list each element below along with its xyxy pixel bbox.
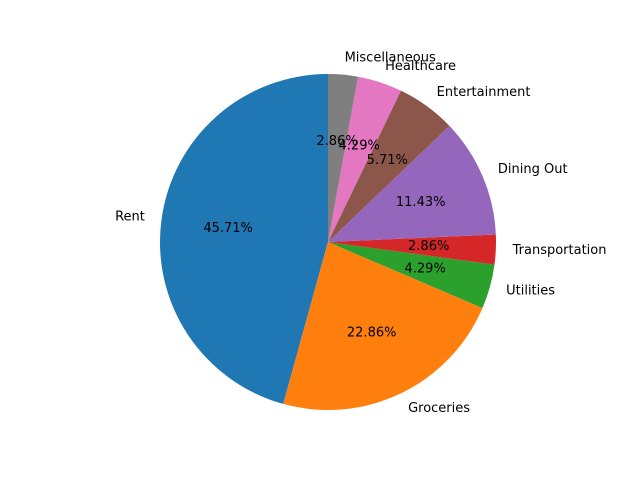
- pie-category-label-groceries: Groceries: [408, 401, 470, 416]
- pie-category-label-rent: Rent: [115, 210, 145, 225]
- pie-category-label-healthcare: Healthcare: [385, 59, 456, 74]
- pie-slice-miscellaneous: [328, 74, 359, 242]
- pie-category-label-entertainment: Entertainment: [437, 85, 531, 100]
- pie-pct-label-dining-out: 11.43%: [396, 195, 446, 210]
- pie-pct-label-groceries: 22.86%: [347, 325, 397, 340]
- pie-slice-transportation: [328, 234, 497, 265]
- pie-slice-entertainment: [328, 90, 450, 242]
- pie-labels: 45.71% Rent 22.86% Groceries 4.29% Utilities 2…: [115, 50, 606, 416]
- pie-slices: [159, 74, 497, 411]
- pie-slice-rent: [159, 74, 328, 404]
- pie-category-label-miscellaneous: Miscellaneous: [345, 50, 436, 65]
- pie-category-label-utilities: Utilities: [506, 284, 555, 299]
- pie-slice-utilities: [328, 242, 495, 309]
- pie-pct-label-miscellaneous: 2.86%: [316, 134, 357, 149]
- pie-pct-label-entertainment: 5.71%: [367, 153, 408, 168]
- pie-pct-label-transportation: 2.86%: [408, 239, 449, 254]
- pie-slice-groceries: [283, 242, 483, 411]
- pie-category-label-dining-out: Dining Out: [498, 162, 568, 177]
- pie-slice-dining-out: [328, 125, 496, 242]
- pie-pct-label-utilities: 4.29%: [405, 261, 446, 276]
- pie-slice-healthcare: [328, 76, 401, 242]
- pie-pct-label-healthcare: 4.29%: [339, 139, 380, 154]
- pie-pct-label-rent: 45.71%: [203, 221, 253, 236]
- pie-category-label-transportation: Transportation: [512, 243, 607, 258]
